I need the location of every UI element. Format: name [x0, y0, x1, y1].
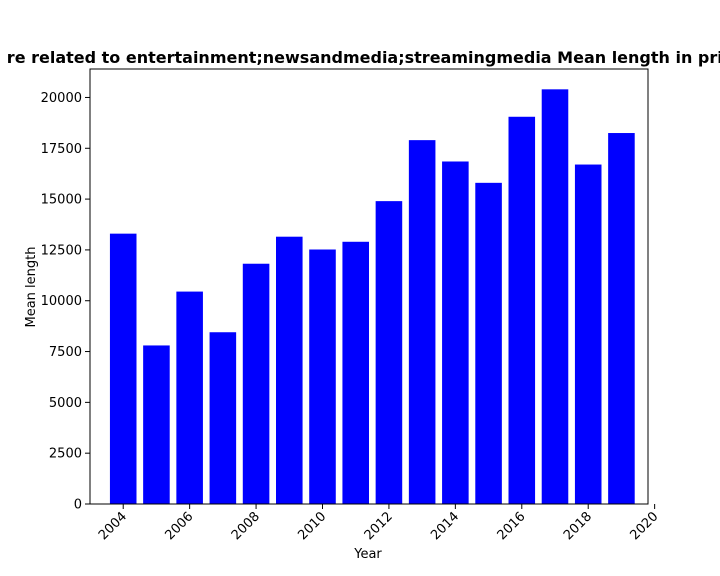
y-tick-label: 17500 — [41, 142, 82, 157]
x-tick-label: 2004 — [96, 509, 130, 543]
bar-2005 — [143, 345, 170, 504]
y-tick-label: 12500 — [41, 243, 82, 258]
y-tick-label: 2500 — [49, 447, 82, 462]
bar-2018 — [574, 164, 602, 505]
bars-group — [109, 89, 635, 505]
bar-2011 — [342, 241, 369, 504]
x-tick-label: 2006 — [162, 509, 196, 543]
y-tick-label: 20000 — [41, 91, 82, 106]
plot-frame — [89, 68, 649, 505]
y-tick-label: 15000 — [41, 193, 82, 208]
bar-2014 — [442, 161, 469, 505]
bar-2009 — [276, 236, 303, 504]
bar-2008 — [242, 263, 270, 504]
y-tick-label: 7500 — [49, 345, 82, 360]
x-tick-label: 2008 — [229, 509, 263, 543]
bar-2004 — [109, 233, 137, 504]
x-tick-label: 2020 — [627, 509, 661, 543]
bar-2019 — [608, 133, 635, 504]
bar-2007 — [209, 332, 237, 504]
x-axis-label: Year — [353, 547, 382, 562]
bar-2015 — [475, 182, 502, 504]
y-axis: 0 2500 5000 7500 10000 12500 15000 17500 20000 — [41, 91, 90, 513]
x-tick-label: 2016 — [495, 509, 529, 543]
bar-2006 — [176, 291, 203, 504]
bar-2013 — [408, 140, 436, 504]
bar-2016 — [508, 116, 536, 505]
y-tick-label: 10000 — [41, 294, 82, 309]
bar-2017 — [541, 89, 569, 504]
y-axis-label: Mean length — [24, 247, 39, 328]
x-tick-label: 2014 — [428, 509, 462, 543]
x-tick-label: 2012 — [362, 509, 396, 543]
bar-2010 — [309, 249, 336, 504]
y-tick-label: 0 — [74, 498, 82, 513]
bar-2012 — [375, 201, 403, 504]
chart-title: re related to entertainment;newsandmedia… — [7, 48, 720, 67]
x-axis: 2004 2006 2008 2010 2012 2014 2016 2018 2020 — [96, 504, 661, 543]
y-tick-label: 5000 — [49, 396, 82, 411]
x-tick-label: 2018 — [561, 509, 595, 543]
x-tick-label: 2010 — [295, 509, 329, 543]
